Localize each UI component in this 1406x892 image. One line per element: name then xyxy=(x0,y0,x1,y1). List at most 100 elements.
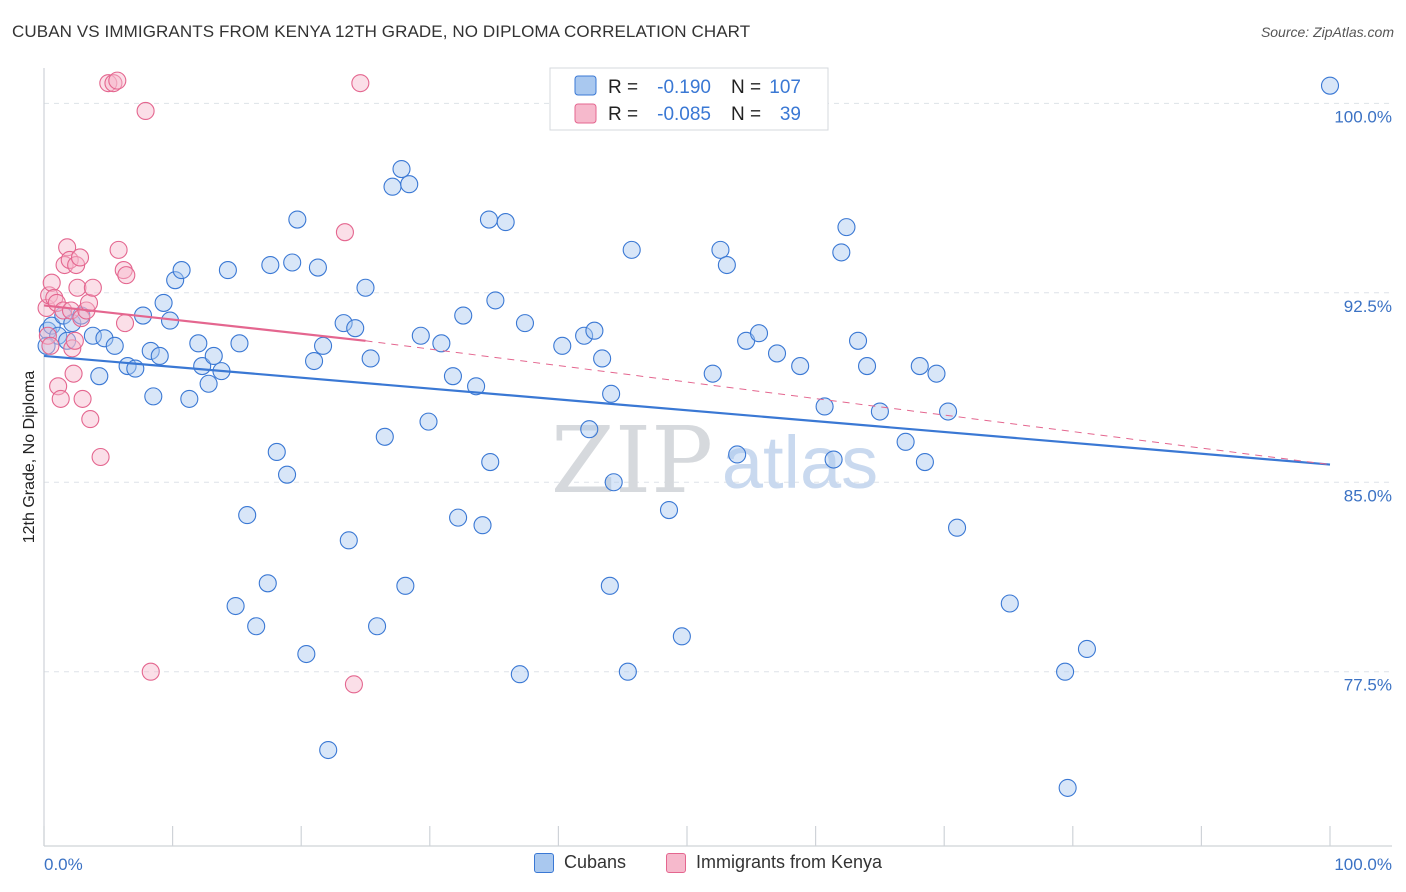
cuban-point-41 xyxy=(314,336,333,355)
cuban-point-36 xyxy=(283,253,302,272)
kenya-point-34 xyxy=(141,662,160,681)
cuban-point-92 xyxy=(848,331,868,350)
cuban-point-101 xyxy=(1000,594,1019,613)
cuban-point-24 xyxy=(199,374,218,393)
kenya-point-18 xyxy=(70,248,90,267)
cuban-point-29 xyxy=(238,506,257,525)
stats-legend: R = -0.190 N = 107 R = -0.085 N = 39 xyxy=(549,67,829,131)
cuban-point-91 xyxy=(837,218,856,237)
cuban-point-30 xyxy=(226,596,245,616)
x-tick-label-0: 0.0% xyxy=(44,855,83,874)
cuban-point-35 xyxy=(278,465,297,484)
legend-n-label-kenya: N = xyxy=(731,104,761,125)
y-tick-label-2: 92.5% xyxy=(1344,297,1392,316)
cuban-point-86 xyxy=(767,344,787,363)
y-tick-labels: 77.5% 85.0% 92.5% 100.0% xyxy=(1334,107,1392,694)
legend-r-label-kenya: R = xyxy=(608,104,638,125)
cuban-point-44 xyxy=(339,531,358,550)
cuban-point-45 xyxy=(346,319,365,338)
cuban-point-81 xyxy=(711,240,730,259)
cuban-point-100 xyxy=(948,518,967,537)
cuban-point-10 xyxy=(105,336,124,355)
cuban-point-78 xyxy=(659,500,679,520)
cuban-point-49 xyxy=(375,427,394,446)
cuban-point-28 xyxy=(230,334,249,353)
cuban-point-33 xyxy=(261,255,280,275)
cuban-point-2 xyxy=(49,326,68,345)
legend-r-value-cubans: -0.190 xyxy=(657,77,711,98)
y-tick-label-1: 85.0% xyxy=(1344,486,1392,505)
axes xyxy=(43,68,1392,847)
y-axis-title: 12th Grade, No Diploma xyxy=(21,371,38,544)
cuban-point-68 xyxy=(553,336,572,355)
trend-line-kenya-extended xyxy=(365,340,1331,466)
cuban-point-51 xyxy=(392,159,411,179)
cuban-point-32 xyxy=(258,574,277,593)
cuban-point-87 xyxy=(791,357,810,376)
legend-label-cubans: Cubans xyxy=(564,852,627,872)
y-tick-label-0: 77.5% xyxy=(1344,676,1392,695)
cuban-point-21 xyxy=(180,389,199,408)
kenya-point-29 xyxy=(109,240,128,259)
cuban-point-89 xyxy=(824,450,843,469)
kenya-point-6 xyxy=(41,336,60,355)
watermark: ZIP atlas xyxy=(551,407,878,514)
legend-swatch-cubans xyxy=(574,75,597,96)
cuban-point-104 xyxy=(1058,778,1077,797)
legend-item-cubans: Cubans xyxy=(534,852,626,873)
cuban-point-98 xyxy=(927,364,946,383)
cuban-point-79 xyxy=(672,627,691,646)
cuban-point-19 xyxy=(166,271,185,290)
kenya-point-31 xyxy=(115,314,135,333)
cuban-point-38 xyxy=(297,644,316,664)
legend-swatch-kenya xyxy=(574,103,597,124)
cuban-point-93 xyxy=(857,357,877,376)
kenya-point-8 xyxy=(51,389,70,408)
cuban-point-31 xyxy=(247,617,266,636)
watermark-zip: ZIP xyxy=(551,407,713,514)
legend-r-label-cubans: R = xyxy=(608,77,638,98)
cuban-point-61 xyxy=(473,516,492,535)
cuban-point-58 xyxy=(449,508,468,527)
kenya-point-36 xyxy=(351,74,370,93)
source-credit: Source: ZipAtlas.com xyxy=(1260,24,1394,40)
cuban-point-83 xyxy=(728,445,747,464)
kenya-point-35 xyxy=(335,223,354,242)
series-cubans xyxy=(37,76,1340,797)
cuban-point-16 xyxy=(150,346,169,366)
cuban-point-72 xyxy=(593,349,612,368)
cuban-point-105 xyxy=(1320,76,1340,95)
kenya-point-23 xyxy=(81,410,100,429)
legend-n-value-cubans: 107 xyxy=(769,77,801,98)
cuban-point-80 xyxy=(703,364,722,383)
cuban-point-96 xyxy=(910,357,929,376)
cuban-point-7 xyxy=(83,326,102,345)
chart-title: CUBAN VS IMMIGRANTS FROM KENYA 12TH GRAD… xyxy=(12,22,751,41)
legend-label-kenya: Immigrants from Kenya xyxy=(696,852,883,872)
cuban-point-74 xyxy=(602,384,621,403)
kenya-point-28 xyxy=(108,71,127,90)
kenya-point-13 xyxy=(61,301,81,320)
cuban-point-53 xyxy=(400,175,419,194)
cuban-point-57 xyxy=(443,367,462,386)
kenya-point-17 xyxy=(68,278,87,297)
cuban-point-46 xyxy=(356,278,375,297)
cuban-point-25 xyxy=(204,346,223,366)
kenya-point-20 xyxy=(73,389,92,408)
kenya-point-2 xyxy=(42,273,61,292)
kenya-point-37 xyxy=(344,675,363,694)
cuban-point-85 xyxy=(749,324,769,343)
trend-line-kenya xyxy=(43,304,366,342)
legend-r-value-kenya: -0.085 xyxy=(657,104,711,125)
cuban-point-40 xyxy=(308,258,327,277)
legend-item-kenya: Immigrants from Kenya xyxy=(666,852,882,873)
cuban-point-37 xyxy=(288,210,307,229)
cuban-point-90 xyxy=(832,243,851,262)
legend-n-value-kenya: 39 xyxy=(780,104,801,125)
cuban-point-34 xyxy=(267,442,286,461)
cuban-point-70 xyxy=(580,420,599,439)
cuban-point-9 xyxy=(95,329,114,348)
grid-lines xyxy=(44,102,1392,673)
cuban-point-1 xyxy=(42,316,61,335)
